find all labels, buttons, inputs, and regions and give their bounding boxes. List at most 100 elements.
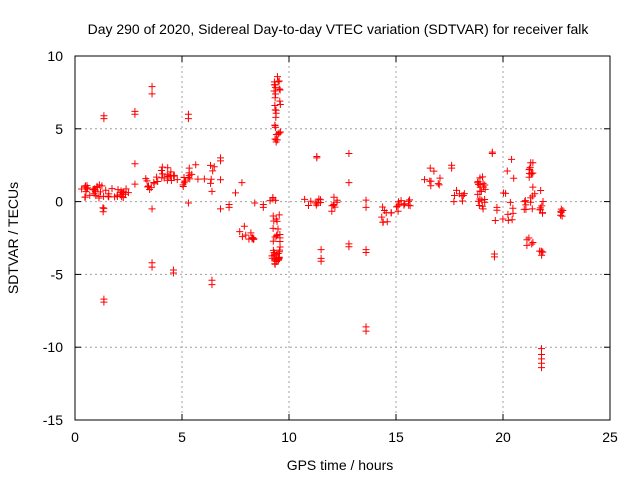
data-point-marker <box>192 161 200 169</box>
data-point-marker <box>529 192 537 200</box>
data-point-marker <box>269 224 277 232</box>
data-point-marker <box>207 161 215 169</box>
data-point-marker <box>269 246 277 254</box>
data-point-marker <box>181 177 189 185</box>
data-point-marker <box>453 186 461 194</box>
data-point-marker <box>173 176 181 184</box>
data-point-marker <box>179 183 187 191</box>
data-point-marker <box>435 181 443 189</box>
data-point-marker <box>111 193 119 201</box>
data-point-marker <box>276 101 284 109</box>
data-point-marker <box>276 97 284 105</box>
data-point-marker <box>131 110 139 118</box>
data-point-marker <box>271 94 279 102</box>
data-point-marker <box>272 106 280 114</box>
data-point-marker <box>169 172 177 180</box>
data-point-marker <box>276 86 284 94</box>
y-tick-labels: -15 -10 -5 0 5 10 <box>43 48 63 428</box>
data-point-marker <box>242 231 250 239</box>
data-point-marker <box>119 189 127 197</box>
data-point-marker <box>379 218 387 226</box>
data-point-marker <box>508 155 516 163</box>
data-point-marker <box>273 232 281 240</box>
data-point-marker <box>249 234 257 242</box>
data-point-marker <box>557 211 565 219</box>
data-point-marker <box>481 198 489 206</box>
data-point-marker <box>430 167 438 175</box>
data-point-marker <box>527 170 535 178</box>
data-point-marker <box>362 196 370 204</box>
data-point-marker <box>150 178 158 186</box>
data-point-marker <box>476 174 484 182</box>
data-point-marker <box>251 199 259 207</box>
data-point-marker <box>272 113 280 121</box>
data-point-marker <box>488 150 496 158</box>
y-tick-label: 0 <box>55 194 63 210</box>
data-point-marker <box>397 197 405 205</box>
x-tick-label: 25 <box>602 429 618 445</box>
data-point-marker <box>275 85 283 93</box>
x-axis-label: GPS time / hours <box>287 457 394 473</box>
data-point-marker <box>93 182 101 190</box>
data-point-marker <box>210 163 218 171</box>
data-point-marker <box>167 177 175 185</box>
data-point-marker <box>307 197 315 205</box>
data-point-marker <box>81 193 89 201</box>
data-point-marker <box>539 198 547 206</box>
gridlines <box>75 56 610 420</box>
data-point-marker <box>313 154 321 162</box>
data-point-marker <box>217 205 225 213</box>
data-point-marker <box>269 212 277 220</box>
data-point-marker <box>520 205 528 213</box>
data-point-marker <box>100 115 108 123</box>
data-point-marker <box>378 213 386 221</box>
data-point-marker <box>81 182 89 190</box>
data-point-marker <box>154 177 162 185</box>
data-point-marker <box>184 199 192 207</box>
data-point-marker <box>362 327 370 335</box>
data-point-marker <box>362 249 370 257</box>
data-point-marker <box>148 205 156 213</box>
data-point-marker <box>148 263 156 271</box>
data-point-marker <box>448 164 456 172</box>
y-tick-label: 10 <box>47 48 63 64</box>
y-axis-label: SDTVAR / TECUs <box>5 182 21 294</box>
data-point-marker <box>330 201 338 209</box>
data-point-marker <box>504 210 512 218</box>
data-point-marker <box>539 209 547 217</box>
data-point-marker <box>159 170 167 178</box>
data-point-marker <box>170 171 178 179</box>
data-point-marker <box>504 216 512 224</box>
data-point-marker <box>131 160 139 168</box>
data-point-marker <box>269 237 277 245</box>
data-point-marker <box>148 83 156 91</box>
data-point-marker <box>108 185 116 193</box>
data-point-marker <box>508 216 516 224</box>
data-point-marker <box>400 201 408 209</box>
data-point-marker <box>274 225 282 233</box>
data-point-marker <box>276 238 284 246</box>
data-point-marker <box>525 166 533 174</box>
x-tick-label: 15 <box>388 429 404 445</box>
data-point-marker <box>114 186 122 194</box>
data-point-marker <box>329 201 337 209</box>
data-point-marker <box>276 230 284 238</box>
data-point-marker <box>157 167 165 175</box>
data-point-marker <box>86 191 94 199</box>
data-point-marker <box>89 186 97 194</box>
data-point-marker <box>317 257 325 265</box>
data-point-marker <box>529 159 537 167</box>
data-point-marker <box>382 209 390 217</box>
data-point-marker <box>100 298 108 306</box>
data-point-marker <box>271 233 279 241</box>
data-point-marker <box>536 204 544 212</box>
data-point-marker <box>493 206 501 214</box>
data-point-marker <box>194 175 202 183</box>
y-tick-label: 5 <box>55 121 63 137</box>
data-point-marker <box>276 128 284 136</box>
data-point-marker <box>273 73 281 81</box>
data-point-marker <box>521 197 529 205</box>
data-point-marker <box>275 129 283 137</box>
data-point-marker <box>100 204 108 212</box>
data-point-marker <box>272 136 280 144</box>
